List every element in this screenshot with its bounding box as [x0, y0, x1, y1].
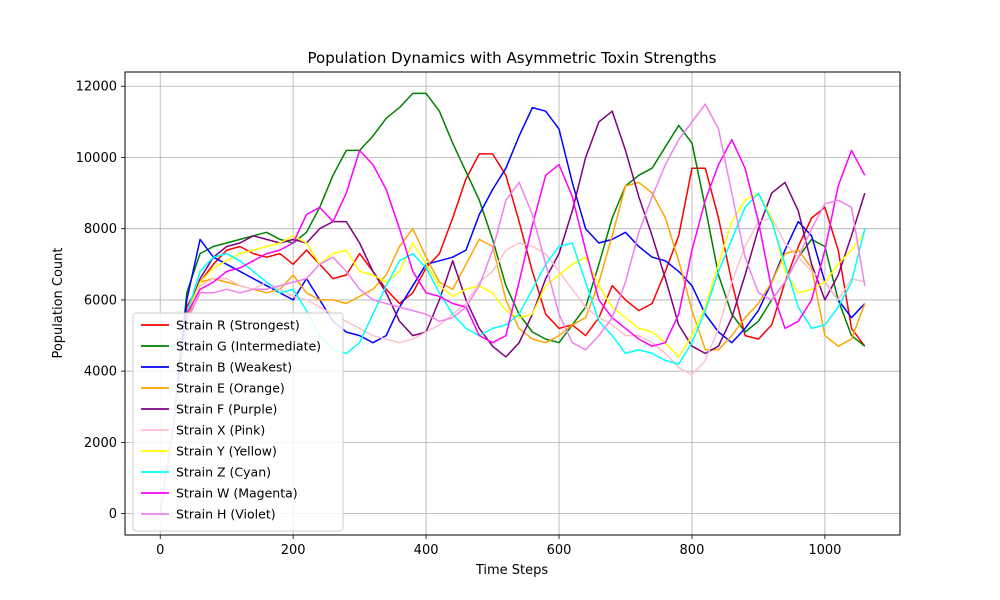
series-layer — [159, 92, 866, 514]
series-line-7 — [159, 192, 866, 514]
y-tick-label: 4000 — [84, 365, 117, 380]
chart-title: Population Dynamics with Asymmetric Toxi… — [308, 49, 717, 67]
x-tick-label: 200 — [281, 543, 306, 558]
legend-entry: Strain F (Purple) — [176, 402, 277, 417]
y-tick-label: 6000 — [84, 293, 117, 308]
series-line-5 — [159, 110, 866, 514]
series-line-10 — [159, 103, 866, 514]
x-tick-label: 1000 — [808, 543, 841, 558]
y-tick-label: 12000 — [76, 80, 117, 95]
legend: Strain R (Strongest) Strain G (Intermedia… — [132, 312, 344, 532]
x-tick-label: 0 — [156, 543, 164, 558]
legend-entry: Strain R (Strongest) — [176, 318, 300, 333]
legend-box — [132, 312, 344, 532]
x-axis: 0 200 400 600 800 1000 — [156, 535, 841, 558]
y-tick-label: 8000 — [84, 222, 117, 237]
legend-entry: Strain Z (Cyan) — [176, 465, 271, 480]
y-axis-label: Population Count — [51, 247, 66, 358]
series-line-9 — [159, 138, 866, 514]
y-tick-label: 2000 — [84, 436, 117, 451]
plot-area — [159, 92, 866, 514]
legend-entry: Strain B (Weakest) — [176, 360, 292, 375]
series-line-1 — [159, 153, 866, 514]
series-line-8 — [159, 192, 866, 514]
legend-entry: Strain G (Intermediate) — [176, 339, 321, 354]
legend-entry: Strain Y (Yellow) — [176, 444, 277, 459]
legend-entry: Strain X (Pink) — [176, 423, 265, 438]
legend-entry: Strain W (Magenta) — [176, 486, 298, 501]
y-axis: 0 2000 4000 6000 8000 10000 12000 — [76, 80, 125, 522]
x-tick-label: 800 — [680, 543, 705, 558]
x-tick-label: 600 — [547, 543, 572, 558]
legend-entry: Strain H (Violet) — [176, 507, 276, 522]
legend-entry: Strain E (Orange) — [176, 381, 285, 396]
x-tick-label: 400 — [414, 543, 439, 558]
y-tick-label: 0 — [109, 507, 117, 522]
series-line-6 — [159, 217, 865, 514]
y-tick-label: 10000 — [76, 151, 117, 166]
plot-frame — [124, 71, 901, 536]
x-axis-label: Time Steps — [475, 563, 549, 578]
series-line-2 — [159, 92, 866, 514]
